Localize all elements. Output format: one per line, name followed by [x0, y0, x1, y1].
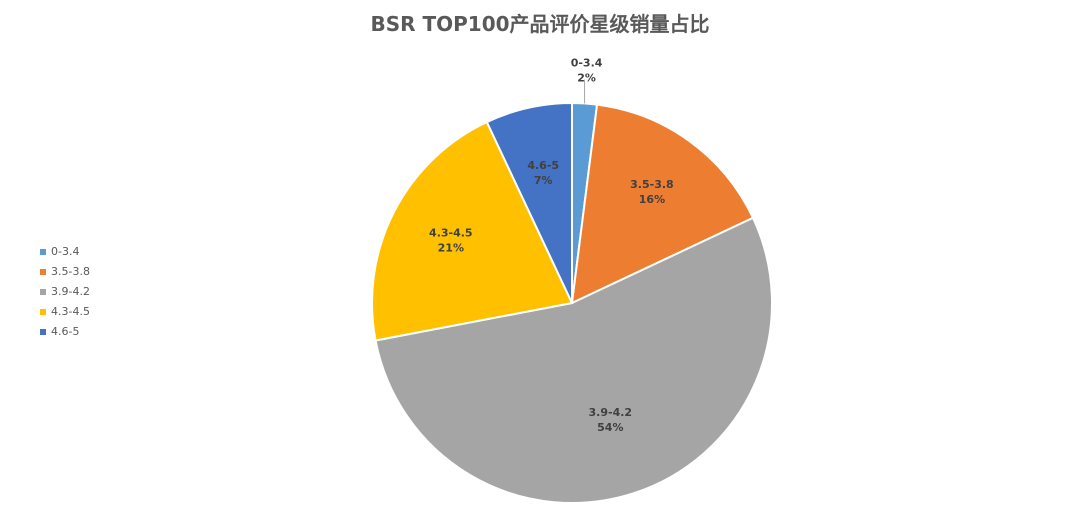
- legend-swatch: [40, 309, 46, 315]
- legend-item: 3.9-4.2: [40, 285, 90, 305]
- data-label-category: 4.3-4.5: [429, 226, 473, 239]
- chart-title: BSR TOP100产品评价星级销量占比: [370, 12, 710, 36]
- pie-slice-4.3-4.5: [371, 120, 574, 342]
- data-label-percent: 7%: [534, 174, 553, 187]
- legend-swatch: [40, 329, 46, 335]
- pie-slices: [371, 101, 773, 504]
- data-labels: 0-3.4 2% 3.5-3.8 16% 3.9-4.2 54% 4.3-4.5 21% 4.6…: [429, 56, 674, 433]
- legend-item: 0-3.4: [40, 245, 90, 265]
- data-label-percent: 21%: [438, 241, 464, 254]
- legend-swatch: [40, 269, 46, 275]
- pie-slice-4.6-5: [485, 101, 573, 304]
- legend-swatch: [40, 289, 46, 295]
- legend-label: 0-3.4: [51, 245, 80, 258]
- legend-label: 3.9-4.2: [51, 285, 90, 298]
- data-label-category: 0-3.4: [571, 56, 603, 69]
- legend-swatch: [40, 249, 46, 255]
- data-label-category: 3.9-4.2: [589, 406, 633, 419]
- legend-label: 4.6-5: [51, 325, 80, 338]
- pie-slice-3.5-3.8: [570, 103, 755, 305]
- legend-item: 3.5-3.8: [40, 265, 90, 285]
- data-label-percent: 54%: [597, 421, 623, 434]
- chart-legend: 0-3.4 3.5-3.8 3.9-4.2 4.3-4.5 4.6-5: [40, 245, 90, 345]
- data-label-percent: 16%: [639, 193, 665, 206]
- legend-label: 3.5-3.8: [51, 265, 90, 278]
- data-label-percent: 2%: [577, 71, 596, 84]
- legend-item: 4.3-4.5: [40, 305, 90, 325]
- legend-label: 4.3-4.5: [51, 305, 90, 318]
- legend-item: 4.6-5: [40, 325, 90, 345]
- data-label-category: 3.5-3.8: [630, 178, 674, 191]
- pie-slice-3.9-4.2: [374, 216, 773, 504]
- data-label-category: 4.6-5: [527, 159, 559, 172]
